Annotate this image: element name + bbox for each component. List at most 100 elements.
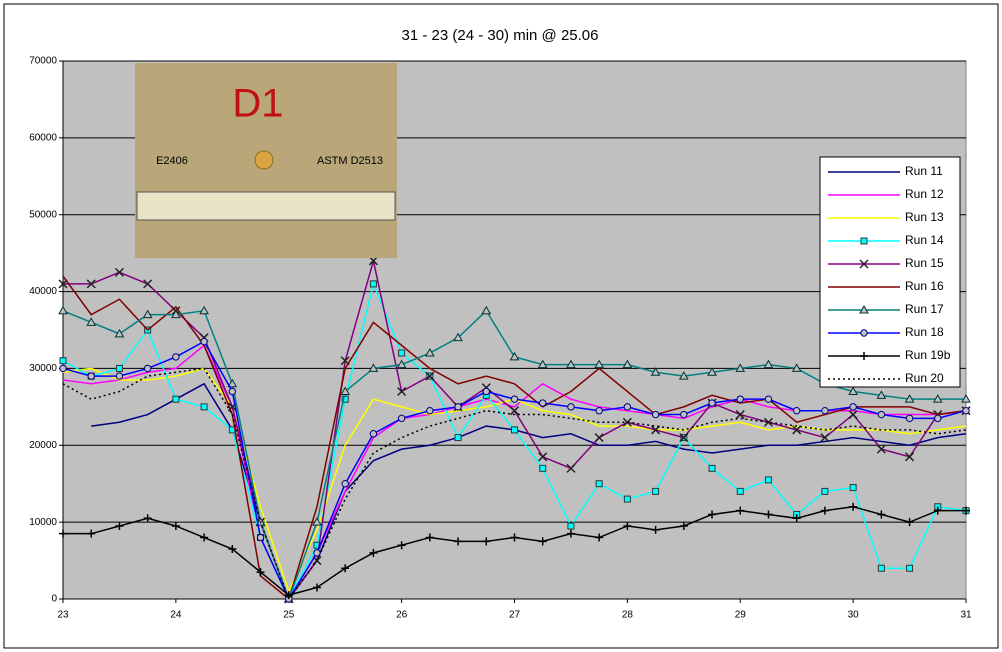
lines <box>58 256 971 604</box>
marker <box>877 410 886 419</box>
marker <box>228 545 237 554</box>
marker <box>539 399 547 407</box>
marker <box>962 407 970 415</box>
marker <box>115 364 123 372</box>
marker <box>735 410 745 420</box>
marker <box>707 367 717 376</box>
marker <box>905 518 914 527</box>
legend-label: Run 20 <box>905 371 944 385</box>
marker <box>453 332 463 342</box>
y-tick-label: 40000 <box>29 286 57 297</box>
series-line <box>62 367 967 601</box>
marker <box>313 549 321 557</box>
y-tick-label: 30000 <box>29 363 57 374</box>
marker <box>792 425 802 435</box>
marker <box>172 395 180 403</box>
marker <box>143 364 152 373</box>
marker <box>933 506 942 515</box>
marker <box>764 395 773 403</box>
marker <box>87 372 95 380</box>
x-tick-label: 27 <box>509 610 521 621</box>
marker <box>708 399 716 407</box>
marker <box>312 583 321 592</box>
marker <box>651 525 660 534</box>
marker <box>87 529 96 538</box>
x-tick-label: 28 <box>622 610 634 621</box>
marker <box>341 564 350 573</box>
marker <box>566 359 576 369</box>
marker <box>877 510 886 519</box>
marker <box>860 329 868 337</box>
marker <box>623 495 631 503</box>
marker <box>877 564 885 572</box>
marker <box>59 364 67 373</box>
chart-title: 31 - 23 (24 - 30) min @ 25.06 <box>402 27 599 44</box>
marker <box>509 406 520 416</box>
marker <box>679 521 688 530</box>
marker <box>341 480 349 488</box>
marker <box>859 304 869 314</box>
marker <box>369 430 378 438</box>
legend-label: Run 11 <box>905 164 943 178</box>
marker <box>736 487 744 495</box>
legend-label: Run 12 <box>905 187 944 201</box>
marker <box>736 506 745 515</box>
y-tick-label: 20000 <box>29 440 57 451</box>
marker <box>764 510 773 519</box>
marker <box>595 533 604 542</box>
marker <box>820 433 830 443</box>
marker <box>679 433 689 443</box>
y-tick-label: 0 <box>51 594 57 605</box>
marker <box>678 371 689 380</box>
marker <box>848 410 858 420</box>
marker <box>791 363 802 372</box>
marker <box>849 403 857 411</box>
marker <box>59 357 67 365</box>
marker <box>143 279 153 289</box>
marker <box>368 256 378 266</box>
marker <box>256 533 265 542</box>
marker <box>227 378 238 388</box>
photo-label: D1 <box>232 82 283 126</box>
legend-label: Run 15 <box>905 256 944 270</box>
x-tick-label: 29 <box>735 610 747 621</box>
legend-label: Run 18 <box>905 325 944 339</box>
marker <box>199 305 209 315</box>
marker <box>594 359 605 369</box>
marker <box>594 433 604 443</box>
marker <box>736 395 744 403</box>
marker <box>510 533 519 542</box>
marker <box>228 387 237 396</box>
marker <box>397 386 407 397</box>
marker <box>368 363 379 372</box>
photo-ruler <box>136 191 396 221</box>
marker <box>340 386 351 395</box>
marker <box>904 394 915 403</box>
legend-label: Run 16 <box>905 279 944 293</box>
y-tick-label: 10000 <box>29 517 57 528</box>
x-tick-label: 23 <box>57 610 69 621</box>
x-tick-label: 26 <box>396 610 408 621</box>
marker <box>567 403 575 411</box>
marker <box>482 387 490 396</box>
legend-label: Run 14 <box>905 233 944 247</box>
marker <box>86 317 97 326</box>
marker <box>763 359 774 369</box>
marker <box>115 521 124 530</box>
marker <box>567 522 575 530</box>
marker <box>708 464 716 472</box>
marker <box>341 395 349 403</box>
marker <box>425 533 434 542</box>
marker <box>58 279 68 289</box>
marker <box>454 434 462 442</box>
legend-label: Run 19b <box>905 348 951 362</box>
marker <box>200 533 209 542</box>
marker <box>906 564 914 572</box>
marker <box>566 463 576 473</box>
photo-label: ASTM D2513 <box>317 155 383 167</box>
x-tick-label: 30 <box>848 610 860 621</box>
marker <box>735 363 746 372</box>
marker <box>539 464 547 472</box>
